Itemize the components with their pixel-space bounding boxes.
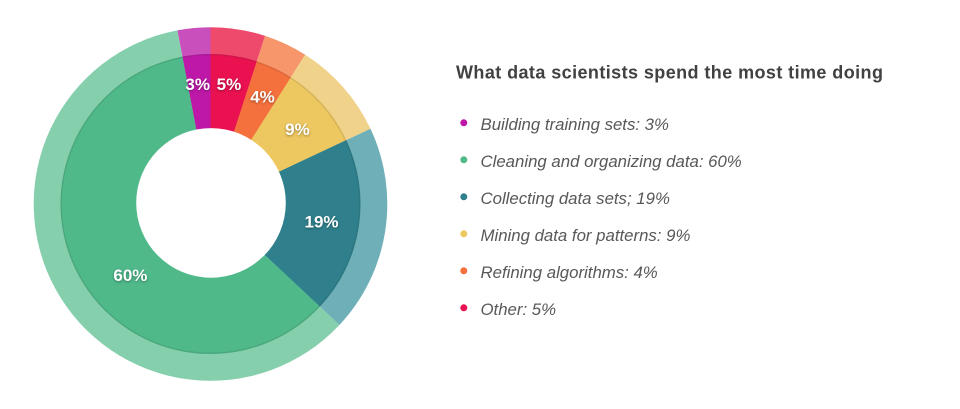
svg-text:4%: 4%	[250, 88, 275, 107]
svg-text:9%: 9%	[285, 120, 310, 139]
svg-text:Other: 5%: Other: 5%	[481, 300, 557, 319]
svg-text:60%: 60%	[113, 266, 147, 285]
svg-text:Mining data for patterns: 9%: Mining data for patterns: 9%	[481, 226, 691, 245]
svg-text:19%: 19%	[304, 213, 338, 232]
svg-text:Collecting data sets; 19%: Collecting data sets; 19%	[481, 189, 670, 208]
svg-text:3%: 3%	[185, 75, 210, 94]
svg-text:Building training sets: 3%: Building training sets: 3%	[481, 115, 670, 134]
svg-text:Cleaning and organizing data:: Cleaning and organizing data: 60%	[481, 152, 742, 171]
svg-text:What data scientists spend the: What data scientists spend the most time…	[456, 62, 883, 82]
svg-text:5%: 5%	[217, 75, 242, 94]
svg-text:Refining algorithms: 4%: Refining algorithms: 4%	[481, 263, 658, 282]
